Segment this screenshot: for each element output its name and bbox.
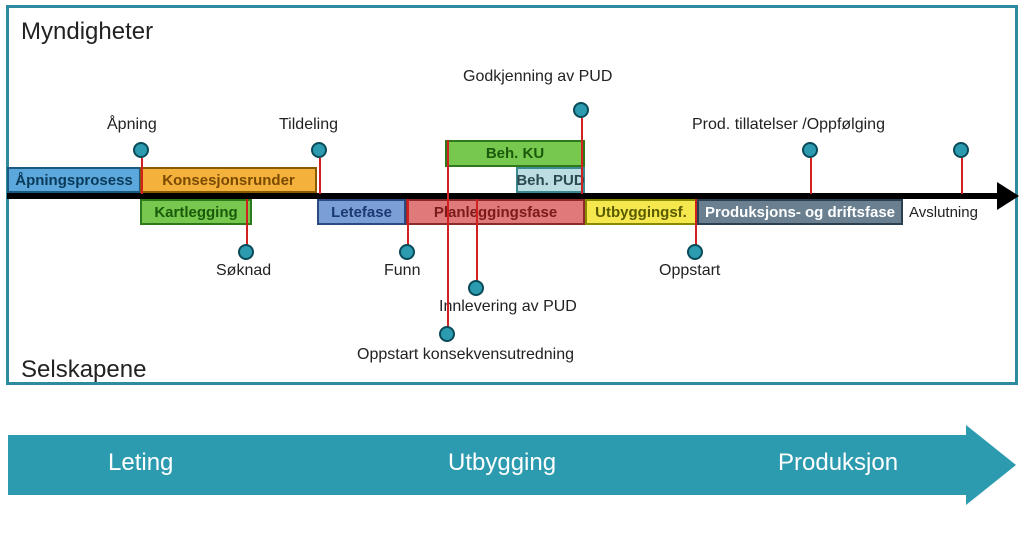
event-stem: [246, 199, 248, 245]
event-label: Oppstart konsekvensutredning: [357, 346, 574, 364]
event-label: Åpning: [107, 116, 157, 134]
event-label: Godkjenning av PUD: [463, 68, 612, 86]
event-label: Funn: [384, 262, 420, 280]
timeline-arrowhead: [997, 182, 1019, 210]
phase-box: Konsesjonsrunder: [140, 167, 317, 193]
big-phase-label: Produksjon: [778, 449, 898, 477]
phase-box: Åpningsprosess: [7, 167, 141, 193]
big-phase-label: Leting: [108, 449, 173, 477]
diagram-frame: Myndigheter Selskapene ÅpningsprosessKon…: [6, 5, 1018, 385]
arrow-head: [966, 425, 1016, 505]
header-authorities: Myndigheter: [21, 18, 153, 46]
event-dot: [439, 326, 455, 342]
event-stem: [695, 199, 697, 245]
header-companies: Selskapene: [21, 356, 146, 384]
event-label: Innlevering av PUD: [439, 298, 577, 316]
event-dot: [573, 102, 589, 118]
event-stem: [961, 158, 963, 194]
event-stem: [447, 140, 449, 328]
event-stem: [319, 158, 321, 194]
phase-box: Produksjons- og driftsfase: [697, 199, 903, 225]
phase-box: Kartlegging: [140, 199, 252, 225]
event-stem: [407, 199, 409, 245]
event-stem: [581, 118, 583, 194]
event-dot: [238, 244, 254, 260]
phase-box: Planleggingsfase: [406, 199, 585, 225]
event-label: Prod. tillatelser /Oppfølging: [692, 116, 885, 134]
event-label: Oppstart: [659, 262, 720, 280]
event-dot: [311, 142, 327, 158]
event-dot: [802, 142, 818, 158]
event-dot: [399, 244, 415, 260]
event-dot: [953, 142, 969, 158]
event-label: Søknad: [216, 262, 271, 280]
phase-box: Utbyggingsf.: [585, 199, 697, 225]
big-phase-label: Utbygging: [448, 449, 556, 477]
phase-box: Letefase: [317, 199, 406, 225]
event-stem: [810, 158, 812, 194]
phase-avslutning: Avslutning: [909, 204, 978, 221]
event-stem: [476, 199, 478, 281]
event-label: Tildeling: [279, 116, 338, 134]
big-phase-arrow: Leting Utbygging Produksjon: [8, 425, 1018, 505]
event-dot: [687, 244, 703, 260]
event-stem: [141, 158, 143, 194]
event-dot: [133, 142, 149, 158]
phase-box: Beh. KU: [445, 140, 585, 167]
phase-box: Beh. PUD: [516, 167, 585, 193]
event-dot: [468, 280, 484, 296]
